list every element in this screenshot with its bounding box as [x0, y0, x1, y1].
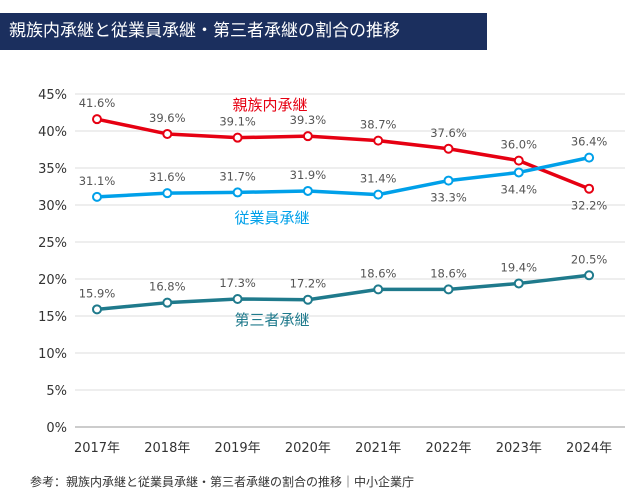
x-tick-label: 2024年: [566, 441, 612, 456]
data-label: 37.6%: [430, 126, 467, 140]
data-point: [443, 284, 454, 295]
x-tick-label: 2022年: [425, 441, 471, 456]
data-label: 39.6%: [149, 111, 186, 125]
data-label: 17.3%: [219, 276, 256, 290]
data-point: [373, 284, 384, 295]
data-label: 31.9%: [290, 168, 327, 182]
data-point: [584, 183, 595, 194]
data-label: 39.1%: [219, 115, 256, 129]
source-caption: 参考：親族内承継と従業員承継・第三者承継の割合の推移｜中小企業庁: [30, 475, 415, 489]
series-line: [96, 117, 590, 191]
data-point: [162, 297, 173, 308]
x-tick-label: 2021年: [355, 441, 401, 456]
data-point: [302, 131, 313, 142]
data-label: 20.5%: [571, 252, 608, 266]
data-point: [584, 270, 595, 281]
data-label: 31.6%: [149, 170, 186, 184]
data-point: [302, 185, 313, 196]
data-label: 18.6%: [360, 266, 397, 280]
data-point: [92, 191, 102, 202]
data-label: 31.7%: [219, 169, 256, 183]
data-label: 38.7%: [360, 118, 397, 132]
series-label: 親族内承継: [232, 96, 307, 114]
y-tick-label: 5%: [46, 384, 67, 399]
y-tick-label: 45%: [38, 88, 67, 103]
series-line: [96, 273, 590, 312]
data-point: [232, 132, 243, 143]
data-point: [443, 175, 454, 186]
data-point: [513, 167, 524, 178]
data-label: 34.4%: [501, 182, 538, 196]
data-label: 31.4%: [360, 172, 397, 186]
series-line: [96, 155, 590, 199]
x-tick-label: 2023年: [496, 441, 542, 456]
x-tick-label: 2020年: [285, 441, 331, 456]
data-point: [373, 135, 384, 146]
data-label: 36.4%: [571, 135, 608, 149]
data-point: [513, 278, 524, 289]
data-point: [232, 187, 243, 198]
x-tick-label: 2018年: [144, 441, 190, 456]
data-point: [162, 188, 173, 199]
data-label: 17.2%: [290, 277, 327, 291]
data-point: [443, 143, 454, 154]
y-tick-label: 40%: [38, 125, 67, 140]
x-tick-label: 2019年: [215, 441, 261, 456]
data-point: [232, 293, 243, 304]
data-label: 19.4%: [501, 260, 538, 274]
data-point: [302, 294, 313, 305]
y-tick-label: 10%: [38, 347, 67, 362]
data-label: 16.8%: [149, 280, 186, 294]
data-point: [373, 189, 384, 200]
data-label: 39.3%: [290, 113, 327, 127]
data-point: [513, 155, 524, 166]
data-label: 18.6%: [430, 266, 467, 280]
chart-title: 親族内承継と従業員承継・第三者承継の割合の推移: [0, 13, 487, 50]
data-point: [92, 304, 102, 315]
data-point: [92, 114, 102, 125]
data-label: 32.2%: [571, 199, 608, 213]
data-label: 31.1%: [79, 174, 116, 188]
y-tick-label: 35%: [38, 162, 67, 177]
y-tick-label: 0%: [46, 421, 67, 436]
data-point: [584, 152, 595, 163]
data-label: 15.9%: [79, 286, 116, 300]
series-label: 第三者承継: [234, 311, 309, 329]
data-label: 36.0%: [501, 138, 538, 152]
data-label: 33.3%: [430, 191, 467, 205]
y-tick-label: 15%: [38, 310, 67, 325]
y-tick-label: 25%: [38, 236, 67, 251]
data-label: 41.6%: [79, 96, 116, 110]
y-tick-label: 30%: [38, 199, 67, 214]
data-point: [162, 128, 173, 139]
x-tick-label: 2017年: [74, 441, 120, 456]
series-label: 従業員承継: [234, 209, 309, 227]
y-tick-label: 20%: [38, 273, 67, 288]
